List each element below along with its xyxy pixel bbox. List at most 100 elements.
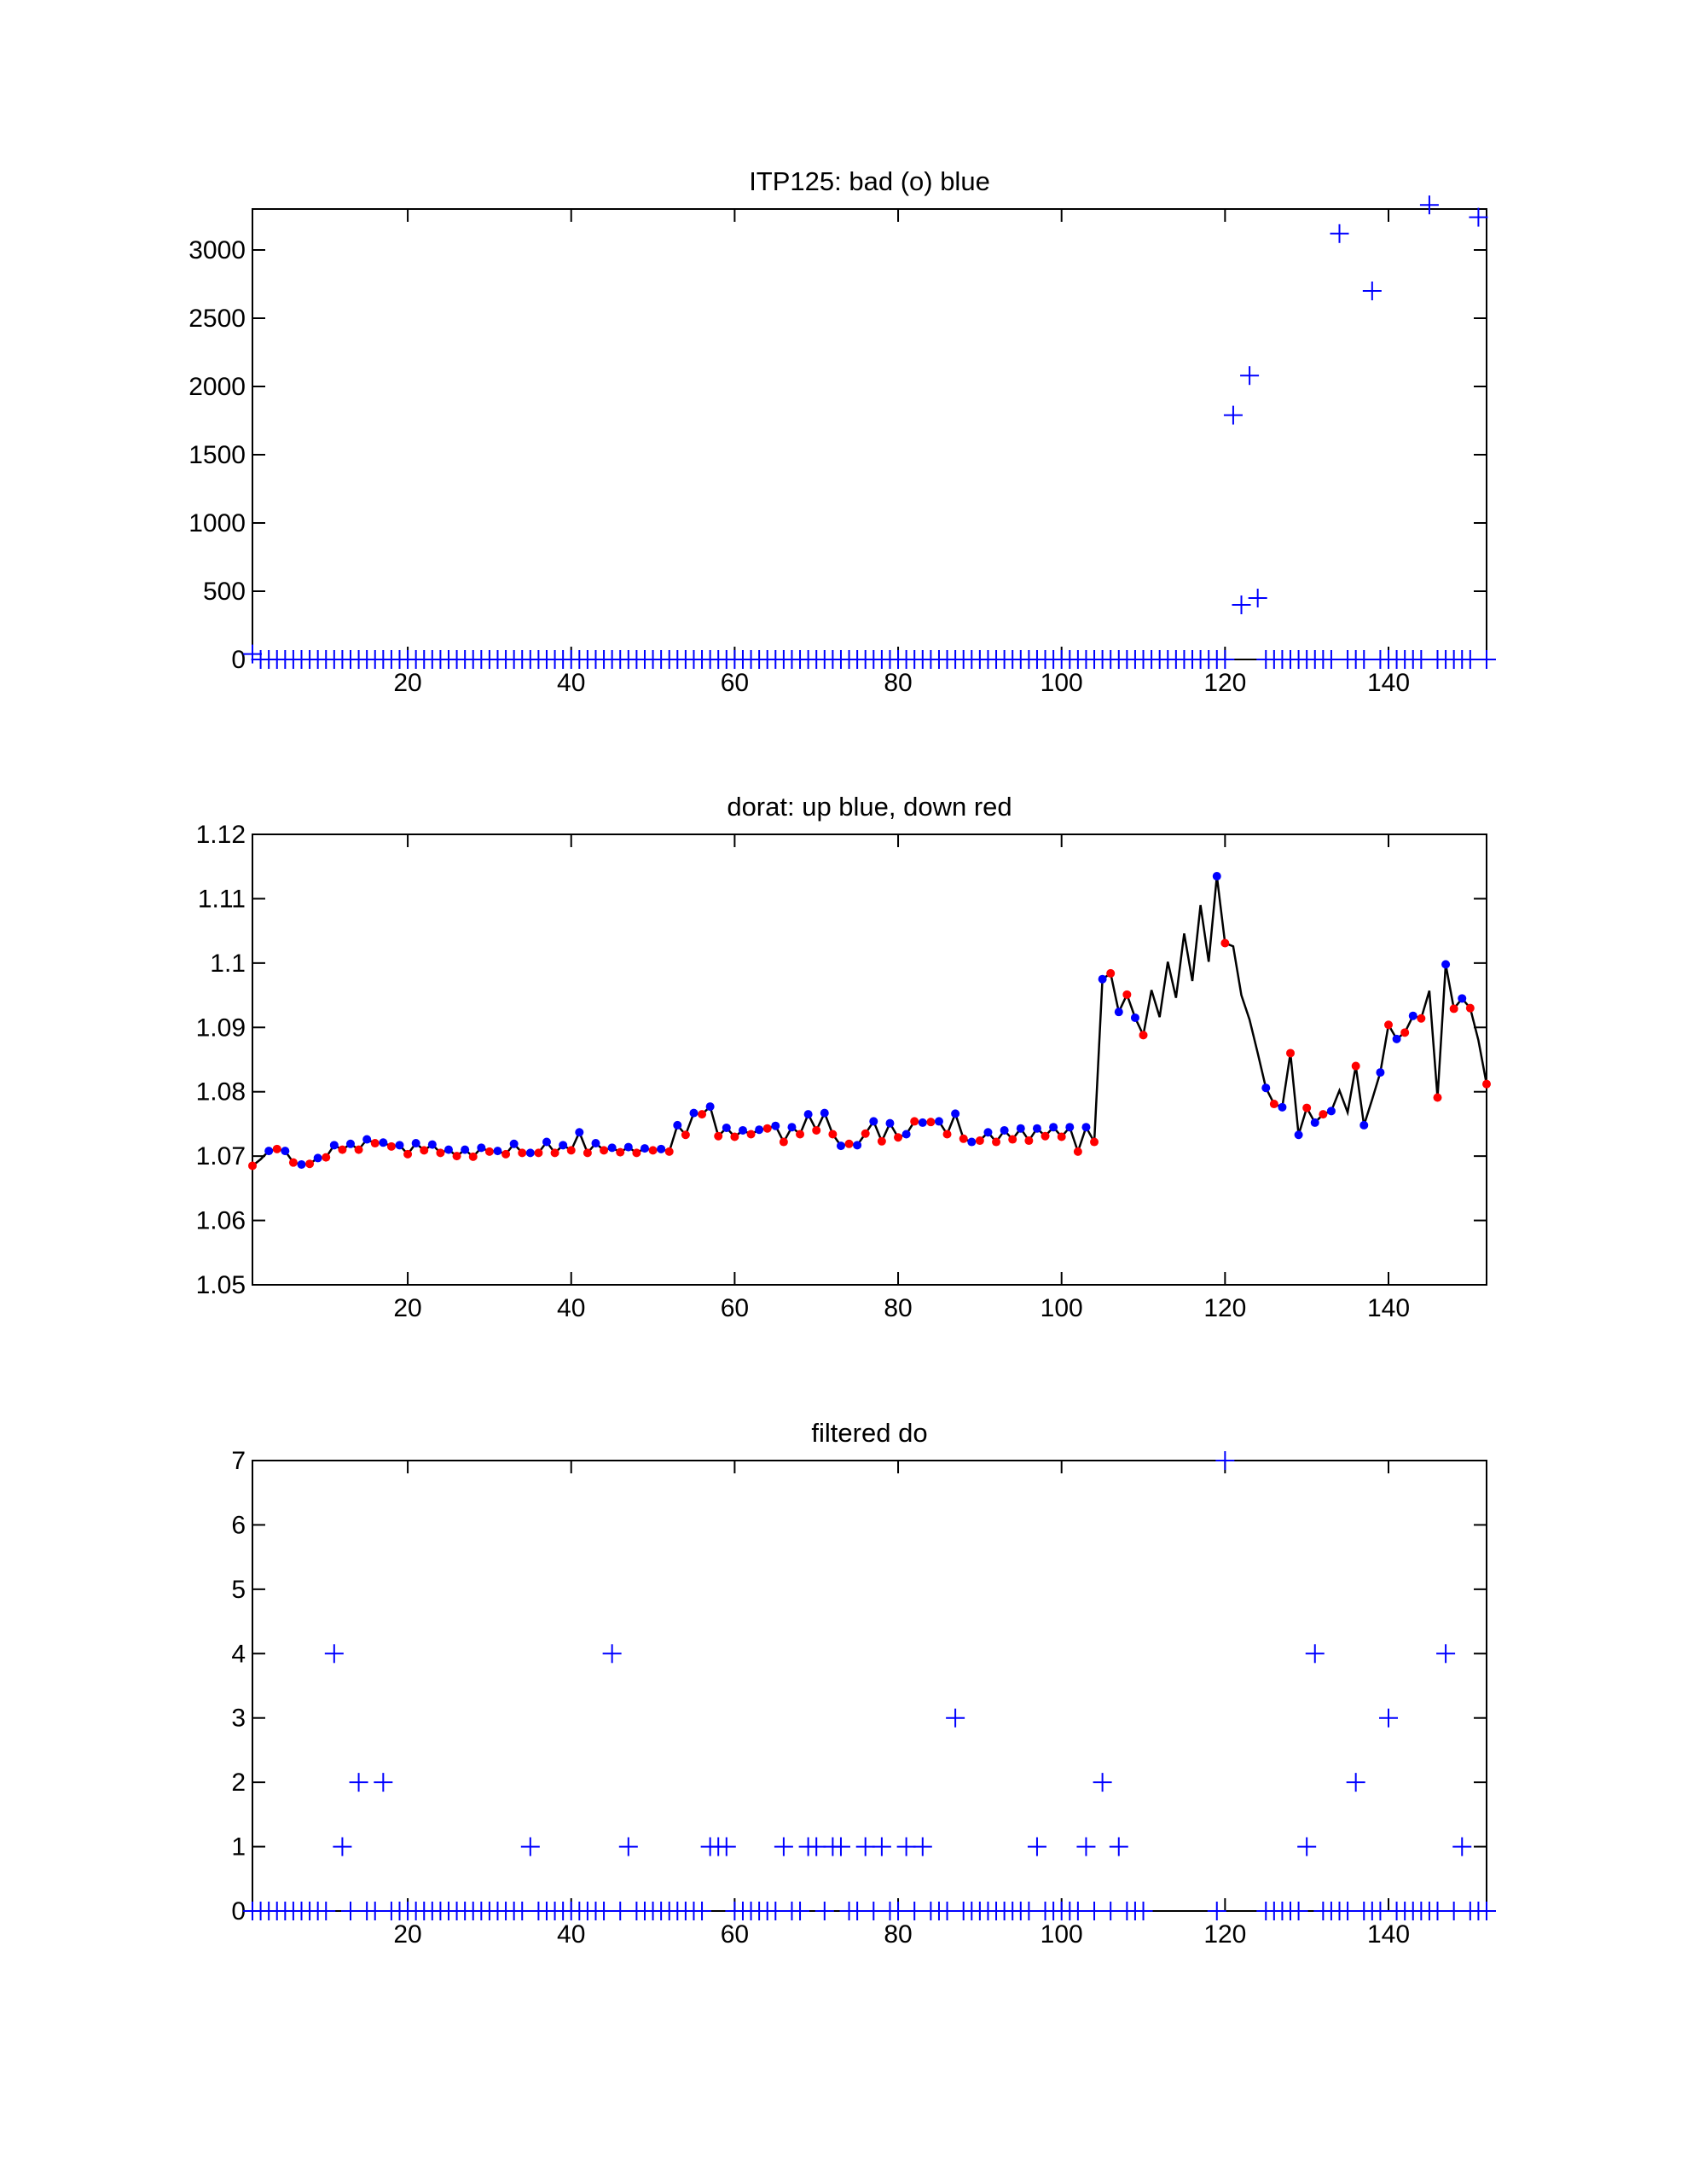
up-point <box>983 1128 993 1137</box>
down-point <box>1269 1100 1278 1109</box>
down-point <box>1073 1147 1082 1156</box>
down-point <box>1417 1014 1426 1023</box>
down-point <box>386 1141 396 1151</box>
down-point <box>583 1148 592 1158</box>
up-point <box>1261 1083 1271 1093</box>
plus-marker <box>946 1708 965 1728</box>
down-point <box>550 1148 559 1158</box>
down-point <box>632 1148 641 1158</box>
up-point <box>542 1137 551 1147</box>
chart-1: ITP125: bad (o) blue 20 40 60 80 100 120 140 0 50… <box>188 166 1496 697</box>
x-tick-label: 20 <box>393 1920 421 1949</box>
up-point <box>559 1141 568 1150</box>
up-point <box>1049 1123 1058 1132</box>
x-tick-label: 100 <box>1041 669 1083 697</box>
plus-marker <box>889 1902 908 1920</box>
plus-marker <box>1297 1837 1317 1856</box>
plot-frame <box>252 834 1487 1286</box>
plus-marker <box>1428 1902 1447 1920</box>
down-point <box>370 1139 380 1148</box>
down-point <box>403 1149 413 1159</box>
down-point <box>942 1130 952 1139</box>
plus-marker <box>1354 650 1374 669</box>
up-point <box>803 1110 813 1119</box>
up-point <box>411 1139 420 1148</box>
y-tick-label: 0 <box>231 1897 246 1926</box>
y-tick-label: 1.06 <box>196 1207 246 1235</box>
up-point <box>771 1121 780 1130</box>
x-tick-label: 60 <box>721 669 749 697</box>
down-point <box>975 1136 984 1146</box>
down-point <box>1400 1028 1410 1037</box>
plus-marker <box>848 1902 867 1920</box>
y-tick-label: 3 <box>231 1705 246 1733</box>
plus-marker <box>766 1902 786 1920</box>
down-point <box>648 1146 658 1155</box>
up-point <box>1392 1034 1401 1043</box>
x-tick-label: 80 <box>884 669 912 697</box>
plus-marker <box>905 1902 925 1920</box>
down-point <box>1286 1048 1296 1058</box>
plus-marker <box>693 1902 712 1920</box>
down-point <box>1122 990 1132 999</box>
plus-marker <box>1109 1837 1128 1856</box>
down-point <box>877 1136 886 1146</box>
x-tick-label: 120 <box>1203 1920 1246 1949</box>
plus-marker <box>1019 1902 1039 1920</box>
up-point <box>836 1141 845 1151</box>
up-point <box>738 1125 747 1135</box>
up-point <box>395 1141 404 1150</box>
down-point <box>1319 1110 1328 1119</box>
plus-marker <box>374 1773 393 1792</box>
up-point <box>1408 1011 1417 1020</box>
plus-marker <box>913 1837 932 1856</box>
up-point <box>1081 1123 1091 1132</box>
down-point <box>714 1131 723 1141</box>
chart-3: filtered do 20 40 60 80 100 120 140 0 1 2 3 4 5 6 7 <box>231 1418 1496 1949</box>
y-tick-label: 3000 <box>188 236 246 264</box>
chart-title: dorat: up blue, down red <box>727 792 1012 822</box>
up-point <box>673 1120 682 1130</box>
down-point <box>1384 1020 1394 1030</box>
up-point <box>623 1142 633 1152</box>
plus-marker <box>1338 1902 1358 1920</box>
y-tick-label: 2500 <box>188 305 246 333</box>
plus-marker <box>807 1837 826 1856</box>
x-tick-label: 140 <box>1367 1294 1410 1322</box>
plus-marker <box>324 1644 344 1664</box>
plus-marker <box>1419 195 1439 215</box>
down-point <box>1433 1093 1442 1102</box>
up-point <box>493 1147 502 1156</box>
down-point <box>272 1144 281 1153</box>
x-tick-label: 140 <box>1367 1920 1410 1949</box>
plus-marker <box>340 1902 360 1920</box>
down-point <box>518 1148 527 1158</box>
up-point <box>509 1139 519 1148</box>
up-point <box>427 1140 437 1149</box>
down-point <box>746 1130 756 1139</box>
down-point <box>1106 968 1116 978</box>
plus-marker <box>618 1837 638 1856</box>
plus-marker <box>365 1902 385 1920</box>
y-tick-label: 1.1 <box>210 950 246 978</box>
up-point <box>313 1153 322 1163</box>
down-point <box>1090 1137 1099 1147</box>
up-point <box>1114 1008 1123 1017</box>
plus-marker <box>1215 1451 1235 1470</box>
plus-marker <box>333 1837 352 1856</box>
up-point <box>1359 1120 1369 1130</box>
up-point <box>640 1144 649 1153</box>
up-point <box>934 1117 943 1126</box>
down-point <box>779 1137 788 1147</box>
down-point <box>992 1137 1001 1147</box>
down-point <box>420 1146 429 1155</box>
up-point <box>853 1141 862 1150</box>
plus-marker <box>1215 650 1235 669</box>
down-point <box>305 1159 315 1169</box>
down-point <box>926 1118 936 1127</box>
plus-marker <box>1412 650 1431 669</box>
y-tick-label: 1.09 <box>196 1014 246 1042</box>
up-point <box>1458 994 1467 1003</box>
plus-marker <box>1101 1902 1121 1920</box>
plus-marker <box>1362 282 1382 300</box>
